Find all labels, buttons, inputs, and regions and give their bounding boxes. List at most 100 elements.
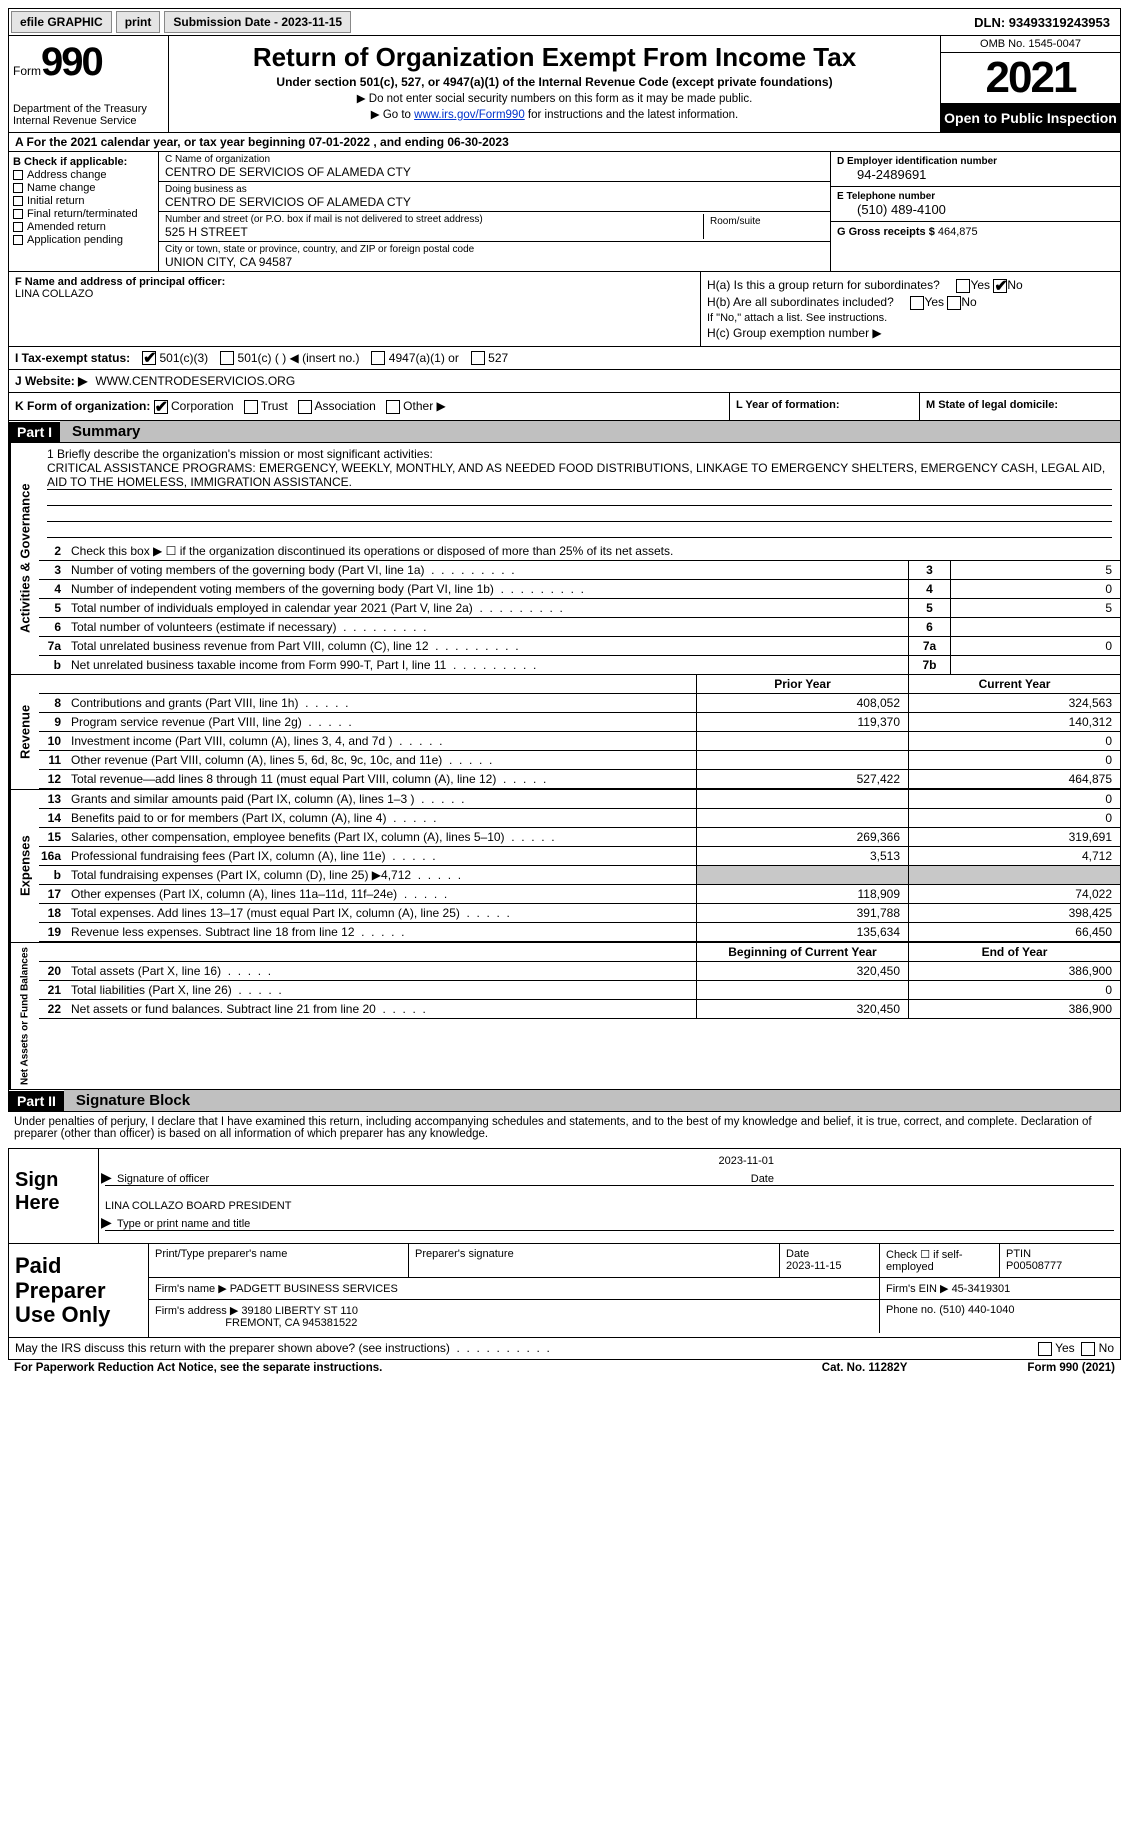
summary-line: bNet unrelated business taxable income f…: [39, 656, 1120, 674]
paid-preparer-label: Paid Preparer Use Only: [9, 1244, 149, 1337]
summary-line: 5Total number of individuals employed in…: [39, 599, 1120, 618]
sig-officer-label: Signature of officer: [117, 1173, 209, 1185]
financial-line: 12Total revenue—add lines 8 through 11 (…: [39, 770, 1120, 789]
ein-label: D Employer identification number: [837, 156, 1114, 167]
summary-line: 4Number of independent voting members of…: [39, 580, 1120, 599]
financial-line: 15Salaries, other compensation, employee…: [39, 828, 1120, 847]
efile-button[interactable]: efile GRAPHIC: [11, 11, 112, 33]
revenue-label: Revenue: [9, 675, 39, 789]
phone-value: (510) 489-4100: [837, 202, 1114, 217]
date-label: Date: [751, 1173, 774, 1185]
mission-text: CRITICAL ASSISTANCE PROGRAMS: EMERGENCY,…: [47, 461, 1112, 490]
principal-label: F Name and address of principal officer:: [15, 276, 694, 288]
financial-line: bTotal fundraising expenses (Part IX, co…: [39, 866, 1120, 885]
form-word: Form: [13, 64, 41, 78]
submission-date-button[interactable]: Submission Date - 2023-11-15: [164, 11, 351, 33]
city-value: UNION CITY, CA 94587: [165, 255, 824, 269]
penalty-text: Under penalties of perjury, I declare th…: [8, 1112, 1121, 1144]
part-ii-header: Part II: [9, 1091, 64, 1111]
part-ii-title: Signature Block: [64, 1090, 1120, 1111]
sign-date: 2023-11-01: [105, 1155, 1114, 1167]
principal-name: LINA COLLAZO: [15, 288, 694, 300]
check-if-applicable: B Check if applicable: Address changeNam…: [9, 152, 159, 271]
checkbox-line: Application pending: [13, 234, 154, 246]
org-name: CENTRO DE SERVICIOS OF ALAMEDA CTY: [165, 165, 824, 179]
financial-line: 21Total liabilities (Part X, line 26) . …: [39, 981, 1120, 1000]
firm-name: PADGETT BUSINESS SERVICES: [230, 1283, 398, 1295]
hc-line: H(c) Group exemption number ▶: [707, 326, 1114, 340]
m-state-domicile: M State of legal domicile:: [920, 393, 1120, 420]
firm-addr1: 39180 LIBERTY ST 110: [241, 1305, 358, 1317]
street-value: 525 H STREET: [165, 225, 703, 239]
city-label: City or town, state or province, country…: [165, 244, 824, 255]
end-year-head: End of Year: [908, 943, 1120, 961]
net-assets-label: Net Assets or Fund Balances: [9, 943, 39, 1089]
irs-label: Internal Revenue Service: [13, 115, 164, 127]
checkbox-line: Address change: [13, 169, 154, 181]
sign-here-label: Sign Here: [9, 1149, 99, 1243]
beginning-year-head: Beginning of Current Year: [696, 943, 908, 961]
hb-line: H(b) Are all subordinates included? Yes …: [707, 295, 1114, 310]
financial-line: 8Contributions and grants (Part VIII, li…: [39, 694, 1120, 713]
top-toolbar: efile GRAPHIC print Submission Date - 20…: [8, 8, 1121, 36]
financial-line: 11Other revenue (Part VIII, column (A), …: [39, 751, 1120, 770]
expenses-label: Expenses: [9, 790, 39, 942]
ptin-value: P00508777: [1006, 1260, 1062, 1272]
street-label: Number and street (or P.O. box if mail i…: [165, 214, 703, 225]
prep-check-head: Check ☐ if self-employed: [880, 1244, 1000, 1277]
financial-line: 16aProfessional fundraising fees (Part I…: [39, 847, 1120, 866]
prep-name-head: Print/Type preparer's name: [149, 1244, 409, 1277]
financial-line: 18Total expenses. Add lines 13–17 (must …: [39, 904, 1120, 923]
prep-date: 2023-11-15: [786, 1260, 841, 1272]
tax-exempt-row: I Tax-exempt status: 501(c)(3) 501(c) ( …: [8, 347, 1121, 371]
hb-note: If "No," attach a list. See instructions…: [707, 312, 1114, 324]
website-label: J Website: ▶: [15, 374, 87, 388]
print-button[interactable]: print: [116, 11, 161, 33]
ein-value: 94-2489691: [837, 167, 1114, 182]
current-year-head: Current Year: [908, 675, 1120, 693]
omb-number: OMB No. 1545-0047: [941, 36, 1120, 53]
financial-line: 13Grants and similar amounts paid (Part …: [39, 790, 1120, 809]
checkbox-line: Final return/terminated: [13, 208, 154, 220]
summary-line: 7aTotal unrelated business revenue from …: [39, 637, 1120, 656]
cat-no: Cat. No. 11282Y: [822, 1362, 908, 1374]
l-year-formation: L Year of formation:: [730, 393, 920, 420]
form-header: Form990 Department of the Treasury Inter…: [8, 36, 1121, 133]
financial-line: 22Net assets or fund balances. Subtract …: [39, 1000, 1120, 1019]
firm-phone: (510) 440-1040: [939, 1304, 1014, 1316]
dln-label: DLN: 93493319243953: [974, 15, 1118, 30]
firm-addr2: FREMONT, CA 945381522: [225, 1317, 357, 1329]
summary-line: 2Check this box ▶ ☐ if the organization …: [39, 542, 1120, 561]
tax-year: 2021: [941, 53, 1120, 104]
checkbox-line: Initial return: [13, 195, 154, 207]
k-form-of-org: K Form of organization: Corporation Trus…: [9, 393, 730, 420]
form-subtitle: Under section 501(c), 527, or 4947(a)(1)…: [173, 75, 936, 89]
financial-line: 20Total assets (Part X, line 16) . . . .…: [39, 962, 1120, 981]
prep-sig-head: Preparer's signature: [409, 1244, 780, 1277]
goto-note: ▶ Go to www.irs.gov/Form990 for instruct…: [173, 107, 936, 121]
type-name-label: Type or print name and title: [105, 1218, 1114, 1231]
dept-treasury: Department of the Treasury: [13, 103, 164, 115]
gross-value: 464,875: [938, 226, 978, 238]
paperwork-notice: For Paperwork Reduction Act Notice, see …: [14, 1362, 382, 1374]
website-value: WWW.CENTRODESERVICIOS.ORG: [95, 374, 295, 388]
firm-ein: 45-3419301: [952, 1283, 1011, 1295]
irs-link[interactable]: www.irs.gov/Form990: [414, 109, 525, 121]
open-to-public: Open to Public Inspection: [941, 104, 1120, 132]
form-title: Return of Organization Exempt From Incom…: [173, 42, 936, 73]
dba-value: CENTRO DE SERVICIOS OF ALAMEDA CTY: [165, 195, 824, 209]
dba-label: Doing business as: [165, 184, 824, 195]
part-i-title: Summary: [60, 421, 1120, 442]
financial-line: 19Revenue less expenses. Subtract line 1…: [39, 923, 1120, 942]
gross-label: G Gross receipts $: [837, 226, 935, 238]
officer-name: LINA COLLAZO BOARD PRESIDENT: [105, 1200, 1114, 1212]
discuss-question: May the IRS discuss this return with the…: [15, 1341, 450, 1355]
ha-line: H(a) Is this a group return for subordin…: [707, 278, 1114, 293]
summary-line: 6Total number of volunteers (estimate if…: [39, 618, 1120, 637]
financial-line: 9Program service revenue (Part VIII, lin…: [39, 713, 1120, 732]
ssn-note: ▶ Do not enter social security numbers o…: [173, 91, 936, 105]
summary-line: 3Number of voting members of the governi…: [39, 561, 1120, 580]
prior-year-head: Prior Year: [696, 675, 908, 693]
form-number: 990: [41, 40, 102, 84]
financial-line: 17Other expenses (Part IX, column (A), l…: [39, 885, 1120, 904]
